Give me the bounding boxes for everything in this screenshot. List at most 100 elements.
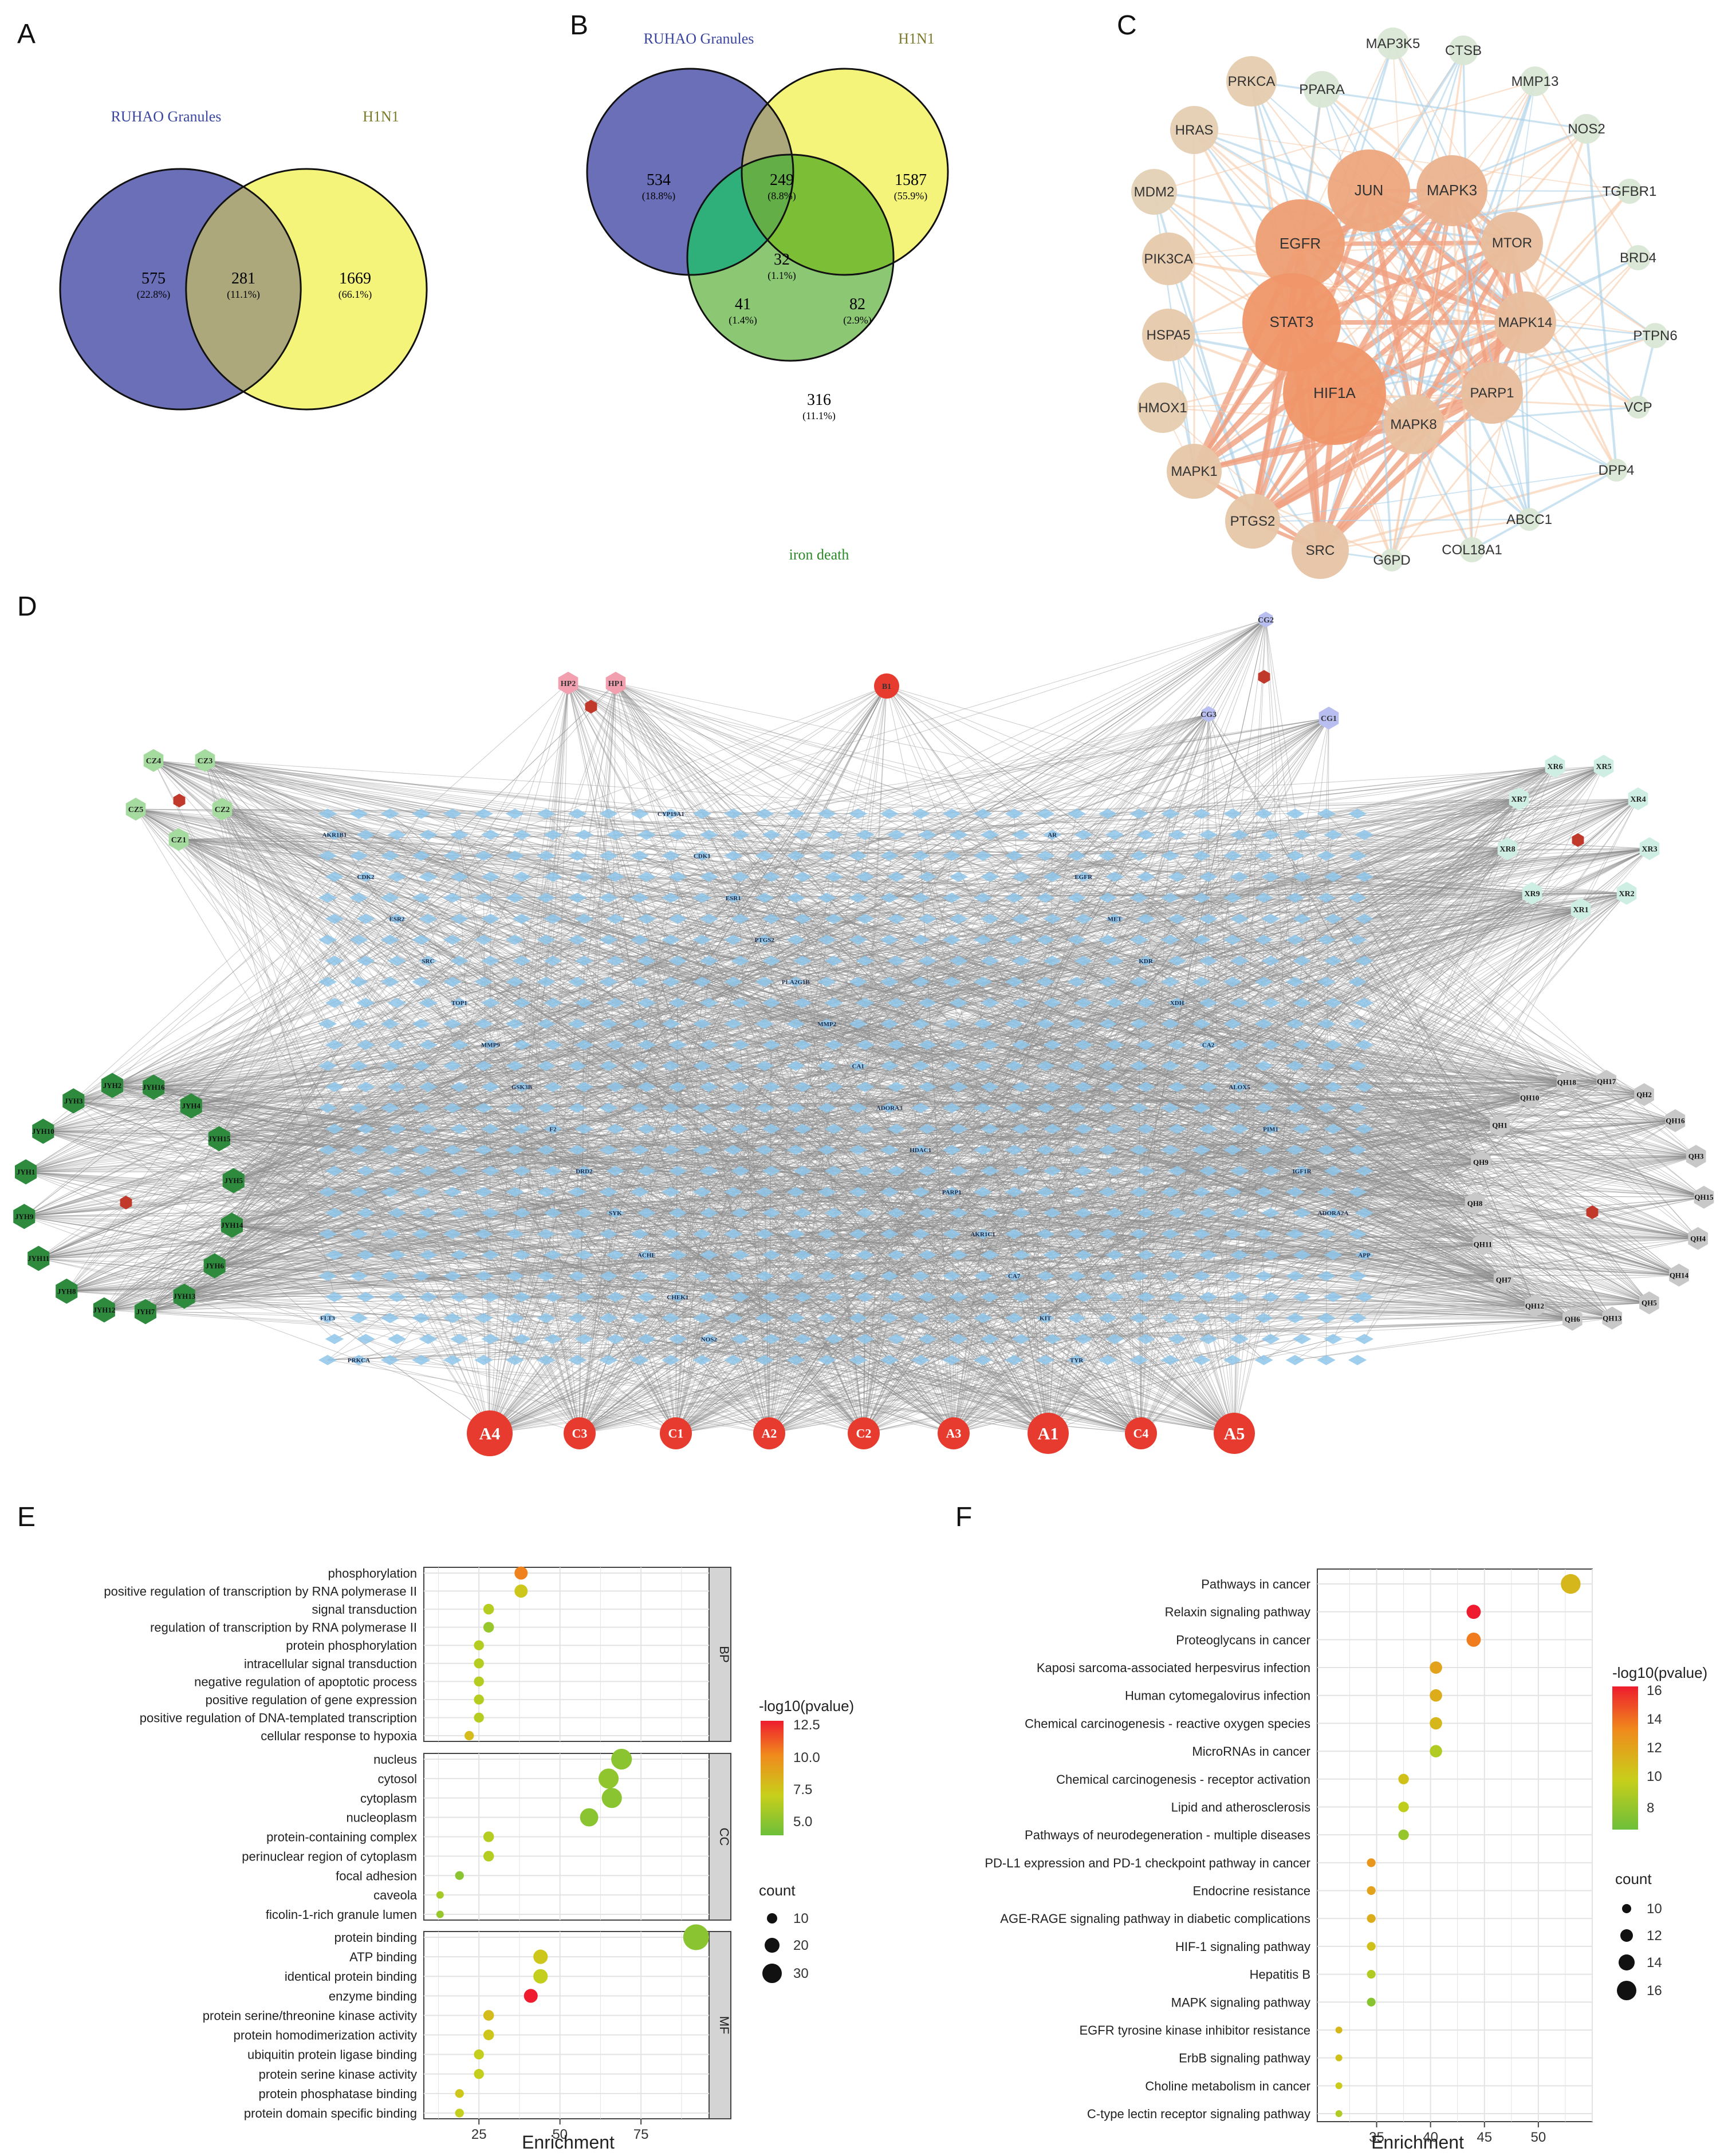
network-d-edge [459, 876, 1235, 1434]
network-d-edge [579, 1107, 828, 1434]
network-d-edge [579, 1170, 1021, 1434]
chart-e-point [483, 2029, 494, 2040]
venn-b-set2-label: H1N1 [898, 30, 935, 47]
network-d-edge [489, 1255, 928, 1434]
network-d-edge [1140, 1275, 1326, 1434]
network-d-edge [615, 683, 1015, 1150]
network-d-edge [769, 856, 1233, 1434]
network-d-edge [920, 856, 954, 1434]
network-d-edge [639, 1149, 770, 1434]
network-d-herb-label: CZ4 [146, 757, 161, 766]
network-d-edge [863, 1338, 1271, 1434]
network-d-edge [989, 960, 1141, 1434]
venn-b-r7-pct: (11.1%) [802, 410, 836, 422]
chart-f-term-label: Hepatitis B [1250, 1968, 1310, 1982]
network-d-gene-label: IGF1R [1293, 1168, 1312, 1175]
network-d-edge [579, 1212, 990, 1434]
network-d-edge [675, 1128, 1178, 1434]
network-d-edge [584, 1086, 954, 1434]
chart-e-tick-label: 25 [471, 2127, 487, 2142]
network-d-edge [579, 1107, 1233, 1434]
network-c-edge [1411, 241, 1514, 426]
network-c-edge [1251, 421, 1415, 524]
network-d-edge [489, 1318, 703, 1434]
network-d-edge [771, 1170, 864, 1434]
network-c-edge [1194, 470, 1392, 561]
network-d-edge [489, 856, 640, 1434]
network-d-edge [1048, 982, 1358, 1434]
network-d-edge [489, 897, 1139, 1434]
network-d-edge [764, 1107, 954, 1434]
network-d-edge [546, 856, 1141, 1434]
network-d-gene-label: CDK1 [694, 853, 711, 860]
network-d-edge [769, 1318, 1139, 1434]
network-d-edge [951, 1023, 954, 1434]
network-d-edge [579, 834, 678, 1434]
network-d-edge [568, 683, 897, 1129]
network-d-edge [365, 960, 864, 1434]
network-c-node-label: EGFR [1280, 235, 1321, 252]
network-d-edge [365, 1255, 1141, 1434]
network-d-edge [863, 1128, 1271, 1434]
network-d-edge [951, 1318, 1235, 1434]
network-d-herb-label: XR6 [1547, 763, 1562, 771]
network-c-edge [1391, 81, 1536, 561]
network-c-node-label: HRAS [1175, 123, 1214, 138]
network-d-edge [927, 1170, 1235, 1434]
network-d-edge [489, 1233, 1296, 1434]
network-d-herb-label: JYH13 [173, 1292, 196, 1300]
network-c-node-label: HMOX1 [1138, 400, 1187, 416]
network-d-edge [951, 897, 1141, 1434]
chart-e-point [474, 2069, 484, 2079]
network-d-edge [864, 1255, 1141, 1434]
panel-a-label: A [17, 19, 36, 49]
network-d-edge [896, 1129, 1141, 1434]
network-d-edge [553, 960, 1049, 1434]
chart-e-size-label: 30 [793, 1966, 809, 1981]
venn-b-set2-outline [741, 68, 949, 276]
network-d-edge [577, 683, 616, 898]
network-d-edge [490, 1086, 864, 1434]
network-c-node [1225, 494, 1280, 549]
network-d-edge [1052, 1255, 1141, 1434]
network-d-edge [826, 1150, 864, 1434]
network-d-edge [615, 683, 1146, 1298]
network-d-herb-label: CZ1 [171, 836, 186, 845]
network-d-gene-label: DRD2 [576, 1168, 593, 1175]
network-d-edge [764, 1192, 864, 1434]
network-d-edge [389, 897, 864, 1434]
network-d-edge [1048, 834, 1333, 1434]
network-d-edge [396, 834, 676, 1434]
network-d-herb-label: JYH12 [93, 1306, 115, 1314]
network-d-herb-label: QH3 [1688, 1152, 1704, 1161]
network-d-edge [769, 1233, 1358, 1434]
network-d-edge [833, 1045, 1235, 1434]
network-d-edge [568, 683, 765, 1318]
network-c-node-label: ABCC1 [1506, 512, 1552, 527]
network-d-edge [489, 1338, 1209, 1434]
chart-f-term-label: Chemical carcinogenesis - reactive oxyge… [1025, 1716, 1310, 1731]
network-d-edge [863, 1296, 865, 1434]
network-d-edge [739, 1255, 864, 1434]
network-d-edge [982, 1023, 1049, 1434]
network-d-herb-label: QH15 [1694, 1193, 1714, 1201]
network-c-edge [1250, 81, 1473, 550]
network-d-herb-label: A5 [1224, 1425, 1245, 1444]
network-d-edge [802, 1170, 1049, 1434]
network-d-edge [327, 1233, 1049, 1434]
network-d-edge [769, 1107, 1296, 1434]
network-d-edge [953, 1212, 1302, 1434]
network-d-gene-label: CA2 [1202, 1042, 1215, 1049]
chart-e-size-label: 10 [793, 1911, 809, 1926]
network-d-edge [568, 683, 1271, 919]
network-d-edge [1048, 1212, 1365, 1434]
network-c-node [1226, 56, 1277, 107]
network-d-edge [675, 982, 734, 1434]
chart-e-facet-panel [423, 1567, 710, 1742]
network-d-edge [483, 897, 490, 1434]
network-d-edge [579, 1212, 959, 1434]
network-d-edge [863, 1023, 1233, 1434]
network-d-edge [552, 876, 770, 1434]
network-d-edge [769, 1212, 1115, 1434]
